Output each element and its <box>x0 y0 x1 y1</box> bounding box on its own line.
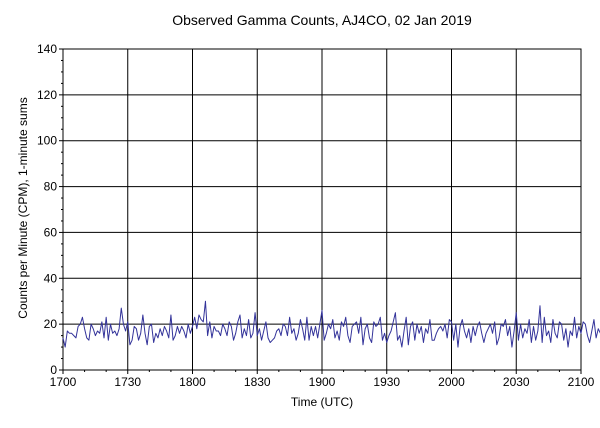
x-tick-label: 1830 <box>244 375 271 389</box>
y-tick-label: 140 <box>37 42 57 56</box>
x-tick-label: 1700 <box>50 375 77 389</box>
series-line <box>62 300 600 348</box>
y-tick-label: 120 <box>37 88 57 102</box>
series-layer <box>62 300 600 348</box>
grid <box>63 49 581 370</box>
x-tick-labels: 1700 1730 1800 1830 1900 1930 2000 2030 2100 <box>50 375 595 389</box>
x-tick-label: 2000 <box>438 375 465 389</box>
y-tick-labels: 0 20 40 60 80 100 120 140 <box>37 42 57 377</box>
y-tick-label: 40 <box>44 271 58 285</box>
y-tick-label: 60 <box>44 225 58 239</box>
x-tick-label: 1800 <box>179 375 206 389</box>
x-tick-label: 2030 <box>503 375 530 389</box>
y-tick-label: 100 <box>37 134 57 148</box>
x-tick-label: 1730 <box>114 375 141 389</box>
x-tick-label: 2100 <box>568 375 595 389</box>
y-tick-label: 80 <box>44 180 58 194</box>
chart-title: Observed Gamma Counts, AJ4CO, 02 Jan 201… <box>172 12 472 28</box>
x-axis-title: Time (UTC) <box>291 395 353 409</box>
x-tick-label: 1930 <box>373 375 400 389</box>
y-tick-label: 20 <box>44 317 58 331</box>
x-tick-label: 1900 <box>309 375 336 389</box>
y-tick-label: 0 <box>50 363 57 377</box>
y-axis-title: Counts per Minute (CPM), 1-minute sums <box>16 97 30 318</box>
axis-ticks <box>59 48 582 374</box>
